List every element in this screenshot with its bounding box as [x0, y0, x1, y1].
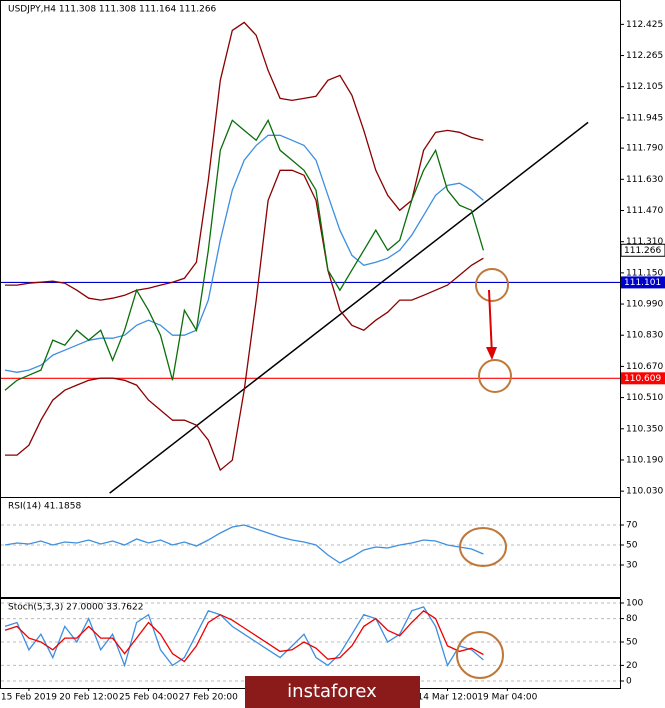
y-tick-label: 111.630 [626, 175, 663, 185]
y-tick-label: 80 [626, 614, 638, 624]
x-tick-label: 25 Feb 04:00 [119, 693, 178, 703]
y-tick-label: 111.945 [626, 113, 663, 123]
y-tick-label: 50 [626, 638, 638, 648]
highlight-circle [459, 527, 507, 567]
y-tick-label: 112.425 [626, 20, 663, 30]
x-tick-label: 15 Feb 2019 [1, 693, 57, 703]
arrow-head [486, 347, 497, 360]
y-tick-label: 110.510 [626, 393, 663, 403]
y-tick-label: 110.670 [626, 362, 663, 372]
highlight-circle [478, 359, 512, 393]
y-tick-label: 110.830 [626, 331, 663, 341]
series-line [4, 606, 484, 668]
y-tick-label: 110.990 [626, 300, 663, 310]
y-tick-label: 110.030 [626, 487, 663, 497]
y-tick-label: 110.350 [626, 424, 663, 434]
x-tick-label: 14 Mar 12:00 [418, 693, 478, 703]
highlight-circle [456, 631, 504, 679]
highlight-circle [475, 268, 509, 302]
arrow [488, 289, 493, 356]
y-tick-label: 110.190 [626, 455, 663, 465]
y-tick-label: 111.150 [626, 268, 663, 278]
last-price-label: 111.266 [624, 246, 661, 256]
level-tag [621, 372, 665, 385]
y-tick-label: 112.105 [626, 82, 663, 92]
series-line [5, 169, 484, 472]
series-line [4, 609, 484, 663]
y-tick-label: 111.790 [626, 144, 663, 154]
y-tick-label: 111.470 [626, 206, 663, 216]
x-tick-label: 20 Feb 12:00 [59, 693, 118, 703]
y-tick-label: 70 [626, 521, 638, 531]
y-tick-label: 30 [626, 561, 638, 571]
x-tick-label: 19 Mar 04:00 [477, 693, 537, 703]
level-label: 111.101 [624, 278, 661, 288]
y-tick-label: 112.265 [626, 51, 663, 61]
panel-title: Stoch(5,3,3) 27.0000 33.7622 [8, 603, 143, 613]
watermark: instaforex [287, 681, 377, 702]
y-tick-label: 20 [626, 661, 638, 671]
panel-title: USDJPY,H4 111.308 111.308 111.164 111.26… [8, 5, 217, 15]
y-tick-label: 50 [626, 541, 638, 551]
annotations [456, 268, 512, 679]
panel-title: RSI(14) 41.1858 [8, 502, 81, 512]
series-line [4, 118, 485, 391]
series-line [4, 134, 484, 373]
y-tick-label: 111.310 [626, 237, 663, 247]
watermark-box [245, 676, 420, 708]
y-tick-label: 0 [626, 677, 632, 687]
panel-frame [0, 497, 621, 598]
x-tick-label: 27 Feb 20:00 [179, 693, 238, 703]
level-label: 110.609 [624, 374, 661, 384]
level-tag [621, 276, 665, 289]
panel-frame [0, 0, 621, 498]
last-price-tag [620, 243, 665, 257]
y-tick-label: 100 [626, 599, 643, 609]
series-line [5, 21, 484, 301]
trend-line [109, 121, 589, 494]
series-line [4, 524, 484, 564]
